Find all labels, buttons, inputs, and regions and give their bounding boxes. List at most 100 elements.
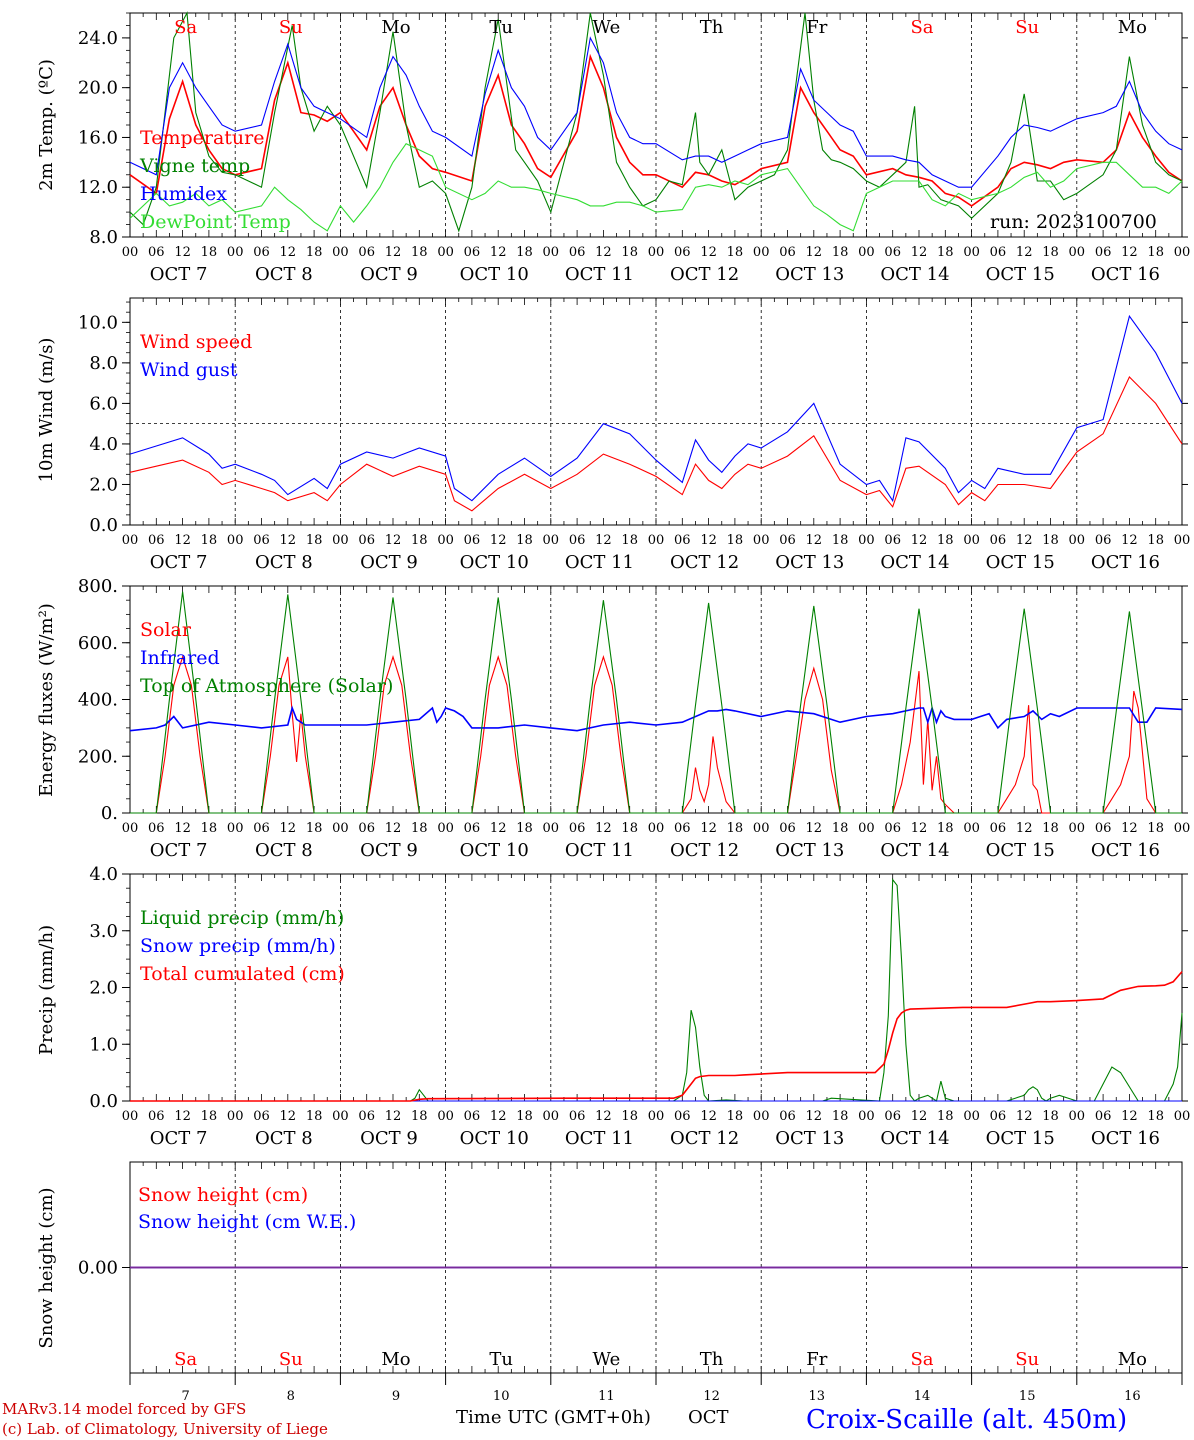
weekday-label: Th bbox=[700, 17, 724, 38]
hour-tick-label: 00 bbox=[858, 821, 875, 836]
weekday-label: Su bbox=[279, 1349, 303, 1370]
day-label: OCT 14 bbox=[880, 264, 949, 285]
hour-tick-label: 00 bbox=[963, 245, 980, 260]
hour-tick-label: 00 bbox=[1069, 245, 1086, 260]
hour-tick-label: 00 bbox=[543, 533, 560, 548]
hour-tick-label: 06 bbox=[990, 245, 1007, 260]
weekday-label: Sa bbox=[910, 17, 933, 38]
hour-tick-label: 12 bbox=[490, 1109, 507, 1124]
day-label: OCT 13 bbox=[775, 840, 844, 861]
hour-tick-label: 18 bbox=[1147, 533, 1164, 548]
day-label: OCT 16 bbox=[1091, 840, 1160, 861]
hour-tick-label: 12 bbox=[595, 245, 612, 260]
hour-tick-label: 06 bbox=[674, 245, 691, 260]
hour-tick-label: 12 bbox=[385, 245, 402, 260]
bottom-day-number: 8 bbox=[287, 1389, 295, 1404]
day-label: OCT 9 bbox=[360, 1128, 418, 1149]
y-tick-label: 800. bbox=[78, 576, 118, 597]
hour-tick-label: 06 bbox=[253, 821, 270, 836]
hour-tick-label: 00 bbox=[858, 1109, 875, 1124]
hour-tick-label: 00 bbox=[227, 1109, 244, 1124]
panel-3: 0. 200. 400. 600. 800. Energy fluxes (W/m²) So… bbox=[36, 576, 1190, 861]
hour-tick-label: 12 bbox=[1121, 1109, 1138, 1124]
series-line-total-cumulated-cm bbox=[130, 971, 1183, 1102]
hour-tick-label: 00 bbox=[753, 1109, 770, 1124]
hour-tick-label: 18 bbox=[937, 245, 954, 260]
hour-tick-label: 12 bbox=[385, 1109, 402, 1124]
hour-tick-label: 18 bbox=[832, 821, 849, 836]
hour-tick-label: 18 bbox=[832, 245, 849, 260]
day-label: OCT 7 bbox=[150, 264, 208, 285]
hour-tick-label: 06 bbox=[148, 533, 165, 548]
bottom-day-number: 13 bbox=[809, 1389, 826, 1404]
y-axis-label: 2m Temp. (ºC) bbox=[36, 59, 57, 191]
hour-tick-label: 00 bbox=[858, 245, 875, 260]
legend-entry: Solar bbox=[140, 619, 192, 641]
hour-tick-label: 18 bbox=[727, 533, 744, 548]
weekday-label: We bbox=[593, 17, 621, 38]
hour-tick-label: 06 bbox=[884, 245, 901, 260]
series-line-dewpoint-temp bbox=[129, 143, 1183, 232]
legend-entry: Vigne temp bbox=[139, 155, 250, 177]
series-line-temperature bbox=[129, 53, 1183, 207]
hour-tick-label: 12 bbox=[490, 533, 507, 548]
hour-tick-label: 18 bbox=[832, 1109, 849, 1124]
day-label: OCT 15 bbox=[986, 840, 1055, 861]
hour-tick-label: 12 bbox=[174, 533, 191, 548]
hour-tick-label: 12 bbox=[700, 1109, 717, 1124]
footer-month: OCT bbox=[688, 1407, 729, 1428]
hour-tick-label: 00 bbox=[122, 821, 139, 836]
hour-tick-label: 18 bbox=[727, 245, 744, 260]
y-tick-label: 6.0 bbox=[89, 393, 118, 414]
series-line-solar bbox=[130, 655, 1182, 814]
hour-tick-label: 18 bbox=[832, 533, 849, 548]
panel-2: 0.0 2.0 4.0 6.0 8.0 10.0 10m Wind (m/s) Wind sp… bbox=[36, 297, 1190, 573]
day-label: OCT 13 bbox=[775, 552, 844, 573]
hour-tick-label: 00 bbox=[963, 1109, 980, 1124]
hour-tick-label: 00 bbox=[332, 821, 349, 836]
y-tick-label: 4.0 bbox=[89, 864, 118, 885]
hour-tick-label: 06 bbox=[148, 821, 165, 836]
hour-tick-label: 18 bbox=[411, 533, 428, 548]
hour-tick-label: 12 bbox=[700, 821, 717, 836]
series-line-wind-speed bbox=[129, 376, 1183, 512]
hour-tick-label: 00 bbox=[437, 821, 454, 836]
bottom-day-number: 9 bbox=[392, 1389, 400, 1404]
footer-time-axis: Time UTC (GMT+0h) bbox=[456, 1407, 651, 1428]
hour-tick-label: 00 bbox=[437, 1109, 454, 1124]
hour-tick-label: 12 bbox=[1016, 245, 1033, 260]
y-axis-label: 10m Wind (m/s) bbox=[36, 338, 57, 483]
hour-tick-label: 00 bbox=[1174, 821, 1191, 836]
hour-tick-label: 18 bbox=[516, 245, 533, 260]
hour-tick-label: 12 bbox=[174, 1109, 191, 1124]
hour-tick-label: 06 bbox=[779, 533, 796, 548]
hour-tick-label: 18 bbox=[201, 533, 218, 548]
hour-tick-label: 06 bbox=[253, 1109, 270, 1124]
hour-tick-label: 18 bbox=[1042, 245, 1059, 260]
hour-tick-label: 12 bbox=[174, 245, 191, 260]
hour-tick-label: 06 bbox=[464, 245, 481, 260]
hour-tick-label: 18 bbox=[621, 245, 638, 260]
weekday-label: Mo bbox=[381, 17, 410, 38]
hour-tick-label: 18 bbox=[1147, 245, 1164, 260]
hour-tick-label: 12 bbox=[911, 533, 928, 548]
day-label: OCT 14 bbox=[880, 552, 949, 573]
y-axis-label: Precip (mm/h) bbox=[36, 925, 57, 1055]
hour-tick-label: 18 bbox=[1042, 821, 1059, 836]
panel-4: 0.0 1.0 2.0 3.0 4.0 Precip (mm/h) Liquid preci… bbox=[36, 864, 1190, 1149]
y-tick-label: 2.0 bbox=[89, 978, 118, 999]
y-tick-label: 600. bbox=[78, 633, 118, 654]
day-label: OCT 12 bbox=[670, 552, 739, 573]
day-label: OCT 11 bbox=[565, 552, 634, 573]
y-axis-label: Snow height (cm) bbox=[36, 1187, 57, 1348]
y-tick-label: 0.0 bbox=[89, 1091, 118, 1112]
y-tick-label: 3.0 bbox=[89, 921, 118, 942]
day-label: OCT 15 bbox=[986, 552, 1055, 573]
hour-tick-label: 18 bbox=[727, 1109, 744, 1124]
hour-tick-label: 18 bbox=[201, 245, 218, 260]
hour-tick-label: 12 bbox=[806, 245, 823, 260]
y-tick-label: 0. bbox=[101, 803, 118, 824]
legend-entry: Snow height (cm) bbox=[138, 1184, 308, 1206]
hour-tick-label: 12 bbox=[280, 245, 297, 260]
